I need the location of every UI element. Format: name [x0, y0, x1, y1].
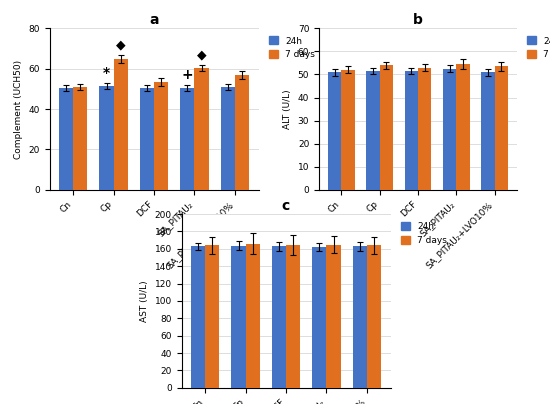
Bar — [342, 70, 355, 190]
Bar — [328, 72, 342, 190]
Bar — [235, 75, 249, 190]
Bar — [221, 87, 235, 190]
Bar — [366, 71, 379, 190]
Legend: 24h, 7 days: 24h, 7 days — [265, 33, 318, 63]
Bar — [443, 69, 456, 190]
Title: b: b — [413, 13, 423, 27]
Bar — [367, 245, 381, 388]
Text: ◆: ◆ — [116, 38, 125, 51]
Bar — [379, 65, 393, 190]
Title: c: c — [282, 199, 290, 213]
Bar — [73, 87, 87, 190]
Bar — [154, 82, 168, 190]
Legend: 24h, 7 days: 24h, 7 days — [524, 33, 550, 63]
Bar — [100, 86, 113, 190]
Bar — [312, 247, 327, 388]
Bar — [286, 245, 300, 388]
Bar — [195, 67, 208, 190]
Text: ◆: ◆ — [197, 48, 206, 61]
Bar — [113, 59, 128, 190]
Bar — [140, 88, 154, 190]
Bar — [205, 245, 219, 388]
Bar — [418, 67, 431, 190]
Y-axis label: Complement (UCH50): Complement (UCH50) — [14, 59, 23, 159]
Y-axis label: AST (U/L): AST (U/L) — [140, 280, 149, 322]
Bar — [180, 88, 195, 190]
Bar — [405, 71, 418, 190]
Bar — [327, 244, 340, 388]
Text: +: + — [182, 68, 193, 82]
Bar — [232, 246, 245, 388]
Bar — [494, 66, 508, 190]
Legend: 24h, 7 days: 24h, 7 days — [397, 219, 450, 248]
Bar — [191, 246, 205, 388]
Title: a: a — [149, 13, 159, 27]
Bar — [245, 244, 260, 388]
Bar — [272, 246, 286, 388]
Bar — [481, 72, 494, 190]
Bar — [353, 246, 367, 388]
Bar — [59, 88, 73, 190]
Bar — [456, 64, 470, 190]
Text: *: * — [103, 66, 110, 80]
Y-axis label: ALT (U/L): ALT (U/L) — [283, 89, 292, 129]
